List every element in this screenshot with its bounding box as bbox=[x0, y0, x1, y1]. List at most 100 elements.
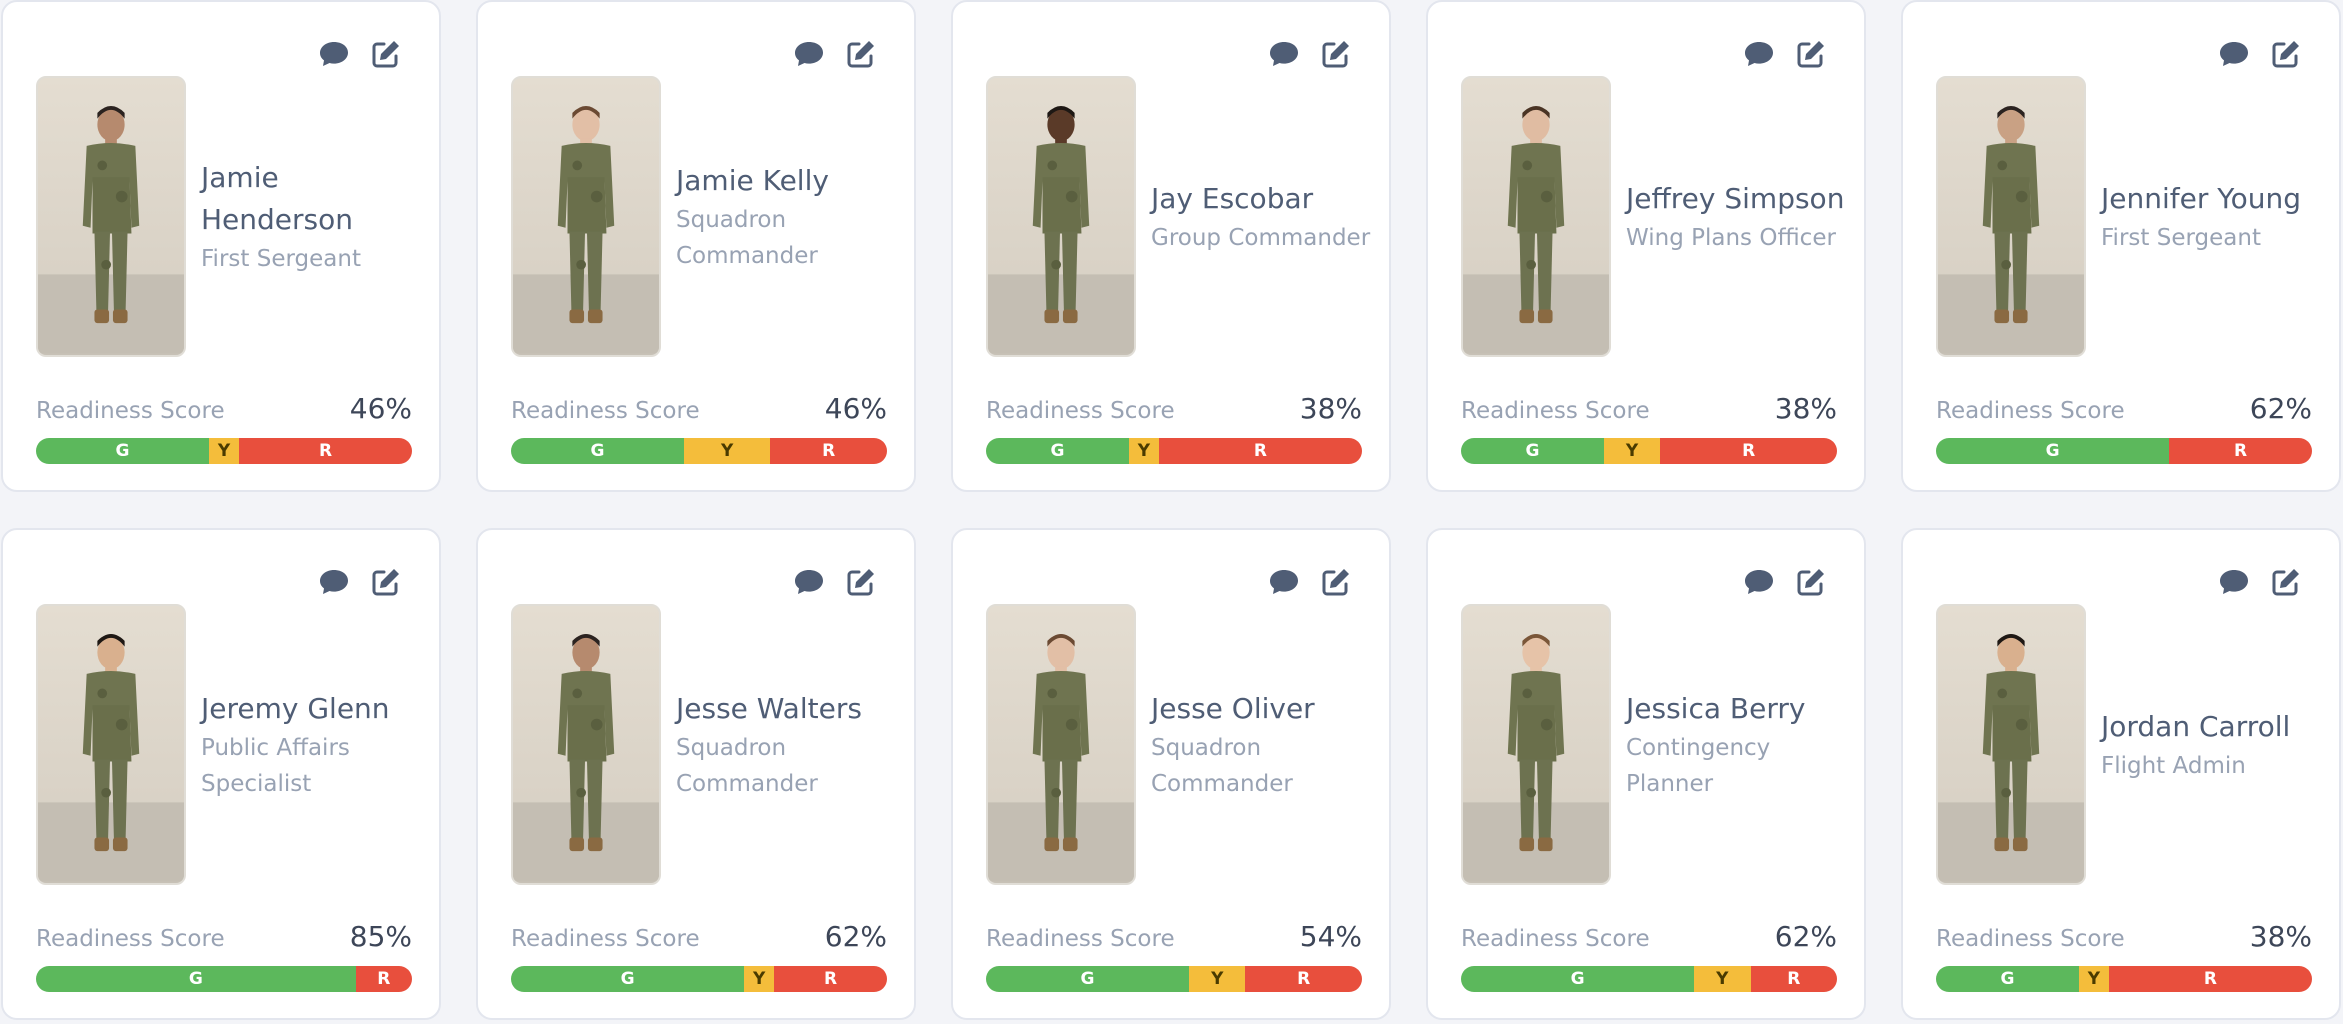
personnel-name[interactable]: Jennifer Young bbox=[2101, 181, 2302, 215]
personnel-name[interactable]: Jay Escobar bbox=[1151, 181, 1314, 215]
readiness-score-label: Readiness Score bbox=[1936, 398, 2125, 424]
edit-icon[interactable] bbox=[368, 564, 404, 600]
readiness-score-value: 54% bbox=[1299, 920, 1362, 953]
personnel-info: Jesse Walters Squadron Commander bbox=[676, 604, 906, 885]
personnel-card[interactable]: Jeffrey Simpson Wing Plans Officer Readi… bbox=[1426, 0, 1866, 492]
personnel-photo bbox=[986, 604, 1136, 885]
readiness-segment-r: R bbox=[1660, 438, 1837, 464]
readiness-segment-g: G bbox=[511, 438, 684, 464]
personnel-photo bbox=[36, 604, 186, 885]
personnel-info: Jay Escobar Group Commander bbox=[1151, 76, 1381, 357]
personnel-card[interactable]: Jamie Kelly Squadron Commander Readiness… bbox=[476, 0, 916, 492]
edit-icon[interactable] bbox=[368, 36, 404, 72]
readiness-score-row: Readiness Score 85% bbox=[36, 920, 412, 953]
readiness-score-value: 46% bbox=[824, 392, 887, 425]
card-actions bbox=[2216, 36, 2304, 72]
edit-icon[interactable] bbox=[1318, 564, 1354, 600]
personnel-photo bbox=[1936, 76, 2086, 357]
personnel-info: Jennifer Young First Sergeant bbox=[2101, 76, 2331, 357]
readiness-score-row: Readiness Score 38% bbox=[1936, 920, 2312, 953]
readiness-score-label: Readiness Score bbox=[1461, 926, 1650, 952]
edit-icon[interactable] bbox=[1318, 36, 1354, 72]
personnel-name[interactable]: Jordan Carroll bbox=[2101, 709, 2291, 743]
personnel-name[interactable]: Jessica Berry bbox=[1626, 691, 1806, 725]
personnel-role: Squadron Commander bbox=[676, 734, 818, 797]
personnel-role: Group Commander bbox=[1151, 224, 1371, 251]
card-actions bbox=[316, 564, 404, 600]
comment-icon[interactable] bbox=[1266, 36, 1302, 72]
edit-icon[interactable] bbox=[1793, 36, 1829, 72]
personnel-card[interactable]: Jennifer Young First Sergeant Readiness … bbox=[1901, 0, 2341, 492]
personnel-name[interactable]: Jesse Walters bbox=[676, 691, 862, 725]
personnel-card[interactable]: Jessica Berry Contingency Planner Readin… bbox=[1426, 528, 1866, 1020]
personnel-card[interactable]: Jesse Oliver Squadron Commander Readines… bbox=[951, 528, 1391, 1020]
personnel-info: Jamie Kelly Squadron Commander bbox=[676, 76, 906, 357]
comment-icon[interactable] bbox=[316, 564, 352, 600]
readiness-segment-y: Y bbox=[1128, 438, 1159, 464]
personnel-role: Squadron Commander bbox=[1151, 734, 1293, 797]
readiness-score-value: 46% bbox=[349, 392, 412, 425]
comment-icon[interactable] bbox=[2216, 564, 2252, 600]
comment-icon[interactable] bbox=[1741, 564, 1777, 600]
edit-icon[interactable] bbox=[1793, 564, 1829, 600]
readiness-score-label: Readiness Score bbox=[986, 926, 1175, 952]
personnel-name[interactable]: Jamie Henderson bbox=[201, 160, 354, 236]
comment-icon[interactable] bbox=[1741, 36, 1777, 72]
edit-icon[interactable] bbox=[843, 36, 879, 72]
personnel-card[interactable]: Jordan Carroll Flight Admin Readiness Sc… bbox=[1901, 528, 2341, 1020]
personnel-card[interactable]: Jeremy Glenn Public Affairs Specialist R… bbox=[1, 528, 441, 1020]
card-actions bbox=[1741, 564, 1829, 600]
personnel-photo bbox=[1936, 604, 2086, 885]
card-actions bbox=[791, 564, 879, 600]
personnel-role: Squadron Commander bbox=[676, 206, 818, 269]
readiness-segment-r: R bbox=[355, 966, 412, 992]
readiness-score-label: Readiness Score bbox=[1936, 926, 2125, 952]
personnel-card[interactable]: Jay Escobar Group Commander Readiness Sc… bbox=[951, 0, 1391, 492]
personnel-card[interactable]: Jamie Henderson First Sergeant Readiness… bbox=[1, 0, 441, 492]
personnel-name[interactable]: Jamie Kelly bbox=[676, 163, 829, 197]
readiness-segment-r: R bbox=[239, 438, 412, 464]
readiness-segment-y: Y bbox=[683, 438, 771, 464]
personnel-info: Jamie Henderson First Sergeant bbox=[201, 76, 431, 357]
personnel-role: First Sergeant bbox=[2101, 224, 2261, 251]
readiness-segment-r: R bbox=[770, 438, 887, 464]
personnel-name[interactable]: Jeremy Glenn bbox=[201, 691, 390, 725]
readiness-score-row: Readiness Score 62% bbox=[511, 920, 887, 953]
personnel-card[interactable]: Jesse Walters Squadron Commander Readine… bbox=[476, 528, 916, 1020]
readiness-segment-g: G bbox=[1936, 966, 2079, 992]
readiness-segment-g: G bbox=[1936, 438, 2170, 464]
comment-icon[interactable] bbox=[791, 564, 827, 600]
personnel-photo bbox=[1461, 76, 1611, 357]
comment-icon[interactable] bbox=[2216, 36, 2252, 72]
readiness-segment-y: Y bbox=[2078, 966, 2109, 992]
card-actions bbox=[1266, 564, 1354, 600]
readiness-score-value: 38% bbox=[1774, 392, 1837, 425]
readiness-segment-g: G bbox=[36, 438, 209, 464]
readiness-score-value: 62% bbox=[1774, 920, 1837, 953]
card-actions bbox=[1741, 36, 1829, 72]
edit-icon[interactable] bbox=[2268, 36, 2304, 72]
edit-icon[interactable] bbox=[2268, 564, 2304, 600]
readiness-segment-r: R bbox=[1245, 966, 1362, 992]
personnel-name[interactable]: Jesse Oliver bbox=[1151, 691, 1315, 725]
readiness-score-row: Readiness Score 62% bbox=[1936, 392, 2312, 425]
readiness-score-label: Readiness Score bbox=[36, 926, 225, 952]
readiness-segment-y: Y bbox=[1694, 966, 1751, 992]
readiness-segment-g: G bbox=[36, 966, 356, 992]
readiness-score-label: Readiness Score bbox=[986, 398, 1175, 424]
personnel-role: Public Affairs Specialist bbox=[201, 734, 350, 797]
personnel-name[interactable]: Jeffrey Simpson bbox=[1626, 181, 1845, 215]
comment-icon[interactable] bbox=[1266, 564, 1302, 600]
readiness-segment-g: G bbox=[986, 966, 1190, 992]
comment-icon[interactable] bbox=[316, 36, 352, 72]
personnel-info: Jeremy Glenn Public Affairs Specialist bbox=[201, 604, 431, 885]
comment-icon[interactable] bbox=[791, 36, 827, 72]
readiness-score-label: Readiness Score bbox=[36, 398, 225, 424]
personnel-info: Jordan Carroll Flight Admin bbox=[2101, 604, 2331, 885]
edit-icon[interactable] bbox=[843, 564, 879, 600]
readiness-score-value: 62% bbox=[824, 920, 887, 953]
personnel-role: Flight Admin bbox=[2101, 752, 2246, 779]
